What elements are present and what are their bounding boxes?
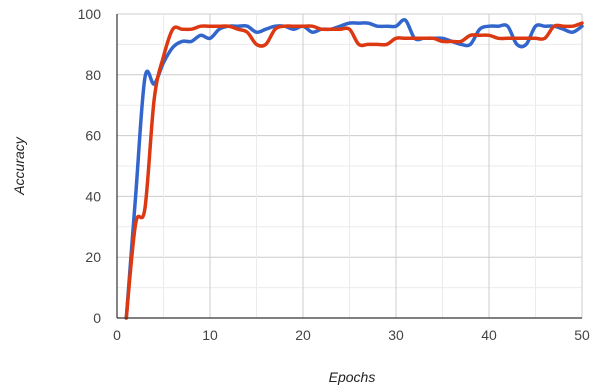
tick-labels: 0 20 40 60 80 100 0 10 20 30 40 50 xyxy=(78,6,590,343)
series-line-1 xyxy=(124,18,584,320)
x-tick-label: 0 xyxy=(113,327,121,343)
x-tick-label: 10 xyxy=(202,327,218,343)
y-tick-label: 80 xyxy=(85,67,101,83)
x-tick-label: 20 xyxy=(295,327,311,343)
y-tick-label: 60 xyxy=(85,128,101,144)
x-axis-title: Epochs xyxy=(329,369,376,385)
x-tick-label: 30 xyxy=(388,327,404,343)
series-lines xyxy=(124,18,584,320)
series-line-2 xyxy=(124,21,584,320)
y-tick-label: 40 xyxy=(85,188,101,204)
y-tick-label: 100 xyxy=(78,6,102,22)
y-tick-label: 0 xyxy=(93,310,101,326)
gridlines xyxy=(117,13,583,319)
x-tick-label: 40 xyxy=(481,327,497,343)
axes xyxy=(116,14,582,319)
y-tick-label: 20 xyxy=(85,249,101,265)
y-axis-title: Accuracy xyxy=(11,136,27,196)
x-tick-label: 50 xyxy=(574,327,590,343)
